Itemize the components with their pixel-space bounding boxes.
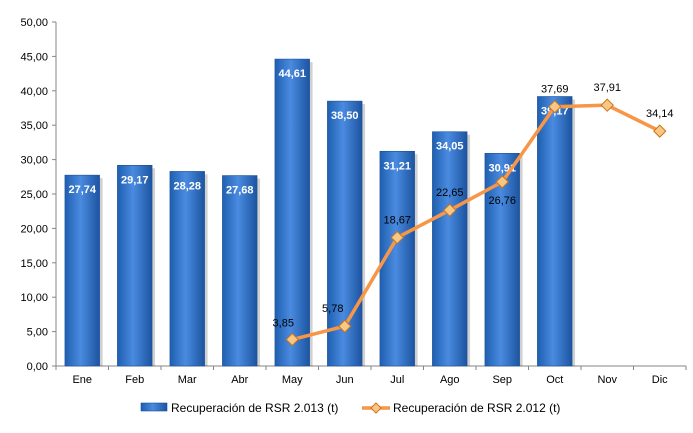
line-point <box>443 203 457 217</box>
line-point <box>548 99 562 114</box>
bar-data-label: 34,05 <box>436 141 464 153</box>
y-tick-label: 15,00 <box>20 258 48 270</box>
x-tick-label: Ene <box>72 374 92 386</box>
line-data-label: 22,65 <box>436 187 464 199</box>
line-data-label: 5,78 <box>322 303 343 315</box>
bar-data-label: 38,50 <box>331 110 359 122</box>
legend: Recuperación de RSR 2.013 (t) Recuperació… <box>140 401 560 415</box>
bar-data-label: 29,17 <box>121 174 149 186</box>
line-data-label: 37,69 <box>541 84 569 96</box>
x-tick-label: Ago <box>440 374 460 386</box>
y-tick-label: 30,00 <box>20 155 48 167</box>
bar-data-label: 44,61 <box>278 68 306 80</box>
y-tick-label: 35,00 <box>20 120 48 132</box>
legend-swatch-marker <box>370 402 382 414</box>
x-tick-label: Abr <box>231 374 248 386</box>
x-tick-label: Nov <box>597 374 617 386</box>
line-point <box>495 175 509 189</box>
x-tick-label: Oct <box>546 374 563 386</box>
line-data-label: 26,76 <box>488 195 516 207</box>
line-point <box>600 98 614 112</box>
bar-series: 27,74 29,17 28,28 27,68 44,61 38,50 31,21 34,05… <box>64 58 576 367</box>
bar-data-label: 27,74 <box>68 184 96 196</box>
line-data-label: 34,14 <box>646 108 674 120</box>
bar <box>432 131 468 367</box>
line-point <box>653 124 667 138</box>
bar <box>117 165 153 367</box>
x-tick-label: May <box>282 374 303 386</box>
x-tick-label: Jun <box>336 374 354 386</box>
legend-label-2012: Recuperación de RSR 2.012 (t) <box>393 401 560 415</box>
bar-data-label: 27,68 <box>226 185 254 197</box>
y-tick-label: 5,00 <box>27 327 48 339</box>
series-line <box>291 103 661 342</box>
y-tick-label: 40,00 <box>20 86 48 98</box>
bar <box>169 171 205 367</box>
bar-data-label: 28,28 <box>173 180 201 192</box>
x-tick-label: Feb <box>125 374 144 386</box>
line-point <box>285 332 299 347</box>
y-tick-label: 10,00 <box>20 292 48 304</box>
bar <box>222 175 258 367</box>
legend-label-2013: Recuperación de RSR 2.013 (t) <box>171 401 338 415</box>
x-tick-label: Sep <box>492 374 512 386</box>
line-data-label: 18,67 <box>383 215 411 227</box>
bar <box>64 174 100 367</box>
bar <box>274 58 310 367</box>
line-point <box>390 230 404 245</box>
legend-swatch-bar <box>140 402 168 412</box>
y-tick-label: 0,00 <box>27 361 48 373</box>
y-axis: 0,00 5,00 10,00 15,00 20,00 25,00 30,00 35,00 40… <box>20 17 57 373</box>
bar-data-label: 31,21 <box>383 160 411 172</box>
line-series: 3,85 5,78 18,67 22,65 26,76 37,69 37,91 34,14 <box>273 82 674 347</box>
x-tick-label: Mar <box>178 374 197 386</box>
y-tick-label: 20,00 <box>20 223 48 235</box>
y-tick-label: 25,00 <box>20 189 48 201</box>
x-tick-label: Jul <box>390 374 404 386</box>
bar <box>537 96 573 367</box>
y-tick-label: 45,00 <box>20 51 48 63</box>
x-tick-label: Dic <box>652 374 668 386</box>
line-point <box>338 319 352 333</box>
line-data-label: 37,91 <box>593 82 621 94</box>
x-axis: Ene Feb Mar Abr May Jun Jul Ago Sep Oct Nov Dic <box>55 365 687 386</box>
y-tick-label: 50,00 <box>20 17 48 29</box>
line-data-label: 3,85 <box>273 318 294 330</box>
